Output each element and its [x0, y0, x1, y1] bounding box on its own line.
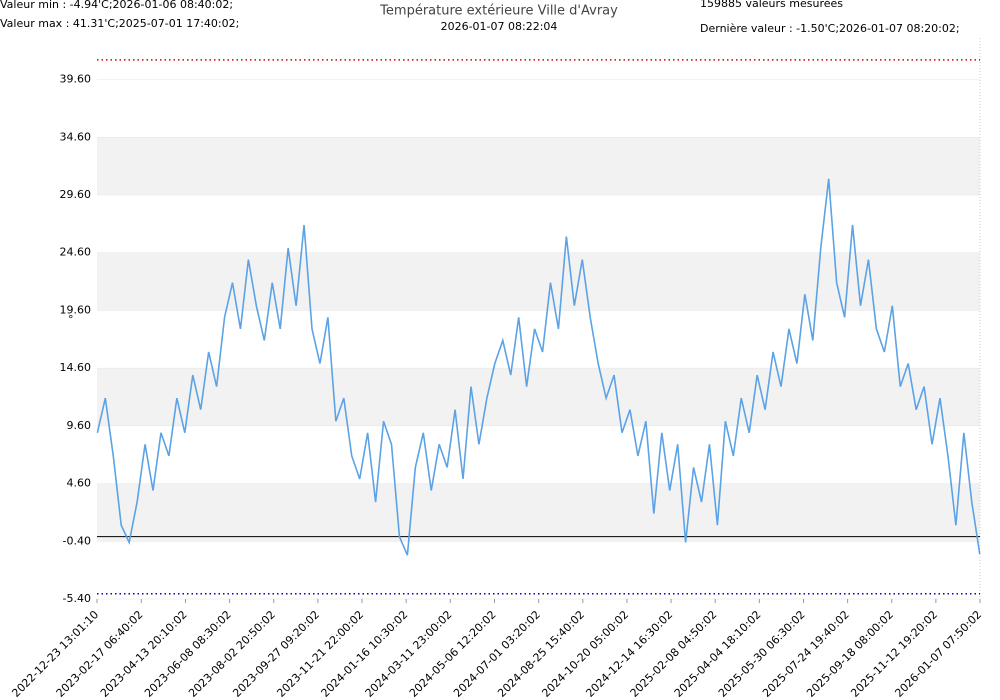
x-tick-label: 2026-01-07 07:50:02 [892, 608, 984, 700]
x-tick-label: 2025-11-12 19:20:02 [848, 608, 940, 700]
x-tick-label: 2024-12-14 16:30:02 [583, 608, 675, 700]
x-tick-label: 2023-02-17 06:40:02 [54, 608, 146, 700]
y-tick-label: 29.60 [60, 188, 92, 201]
y-tick-label: 24.60 [60, 246, 92, 259]
x-tick-label: 2025-04-04 18:10:02 [672, 608, 764, 700]
grid-band [97, 368, 980, 426]
y-tick-label: 14.60 [60, 361, 92, 374]
grid-band [97, 137, 980, 195]
x-tick-label: 2024-03-11 23:00:02 [363, 608, 455, 700]
grid-band [97, 483, 980, 542]
y-axis-label: ° [68, 313, 74, 326]
x-tick-label: 2023-11-21 22:00:02 [274, 608, 366, 700]
max-text: Valeur max : 41.31'C;2025-07-01 17:40:02… [0, 17, 239, 30]
x-tick-label: 2023-09-27 09:20:02 [230, 608, 322, 700]
x-tick-label: 2022-12-23 13:01:10 [9, 608, 101, 700]
count-text: 159885 valeurs mesurées [700, 0, 843, 10]
x-tick-label: 2023-04-13 20:10:02 [98, 608, 190, 700]
y-tick-label: 4.60 [67, 477, 92, 490]
x-tick-label: 2025-09-18 08:00:02 [804, 608, 896, 700]
x-tick-label: 2024-07-01 03:20:02 [451, 608, 543, 700]
x-tick-label: 2024-05-06 12:20:02 [407, 608, 499, 700]
background [97, 79, 980, 600]
data-line [96, 178, 981, 556]
last-text: Dernière valeur : -1.50'C;2026-01-07 08:… [700, 22, 960, 35]
x-tick-label: 2025-07-24 19:40:02 [760, 608, 852, 700]
chart-title: Température extérieure Ville d'Avray [379, 4, 618, 19]
y-tick-label: -0.40 [63, 534, 91, 547]
x-tick-label: 2023-08-02 20:50:02 [186, 608, 278, 700]
x-tick-label: 2024-10-20 05:00:02 [539, 608, 631, 700]
x-tick-label: 2024-08-25 15:40:02 [495, 608, 587, 700]
x-tick-label: 2025-05-30 06:30:02 [716, 608, 808, 700]
chart-subtitle: 2026-01-07 08:22:04 [441, 20, 558, 33]
y-tick-label: 39.60 [60, 73, 92, 86]
y-tick-label: -5.40 [63, 592, 91, 605]
y-tick-label: 19.60 [60, 303, 92, 316]
x-tick-label: 2025-02-08 04:50:02 [628, 608, 720, 700]
min-text: Valeur min : -4.94'C;2026-01-06 08:40:02… [0, 0, 233, 11]
x-tick-label: 2023-06-08 08:30:02 [142, 608, 234, 700]
y-tick-label: 34.60 [60, 130, 92, 143]
y-tick-label: 9.60 [67, 419, 92, 432]
x-tick-label: 2024-01-16 10:30:02 [319, 608, 411, 700]
